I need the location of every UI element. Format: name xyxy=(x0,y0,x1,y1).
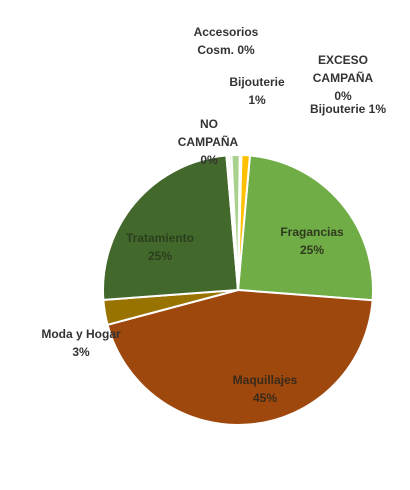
label-accesorios-line1: Accesorios xyxy=(194,25,259,39)
label-moda-pct: 3% xyxy=(72,345,90,359)
label-exceso-line1: EXCESO xyxy=(318,53,368,67)
pie-slice-bijouterie-8 xyxy=(237,154,252,291)
label-maquillajes-name: Maquillajes xyxy=(233,373,298,387)
label-tratamiento-name: Tratamiento xyxy=(126,231,194,245)
leader-line-accesorios xyxy=(223,57,233,156)
label-fragancias-pct: 25% xyxy=(300,243,324,257)
leader-line-exceso xyxy=(242,79,313,156)
pie-slice-maquillajes-1 xyxy=(106,288,374,426)
label-fragancias-name: Fragancias xyxy=(280,225,344,239)
pie-slices xyxy=(102,153,374,426)
label-bijouterie-a-name: Bijouterie xyxy=(229,75,285,89)
label-exceso-pct: 0% xyxy=(334,89,352,103)
label-no-campana-line2: CAMPAÑA xyxy=(178,134,239,149)
pie-slice-fragancias-0 xyxy=(236,154,374,302)
leader-line-bijouterie-a xyxy=(237,87,249,156)
leader-line-bijouterie-b xyxy=(247,111,308,157)
label-maquillajes-pct: 45% xyxy=(253,391,277,405)
label-accesorios-line2: Cosm. 0% xyxy=(197,43,255,57)
pie-slice-tratamiento-3 xyxy=(102,154,240,301)
leader-lines xyxy=(223,57,313,157)
label-bijouterie-b: Bijouterie 1% xyxy=(310,102,386,116)
label-no-campana-pct: 0% xyxy=(200,153,218,167)
label-tratamiento-pct: 25% xyxy=(148,249,172,263)
label-exceso-line2: CAMPAÑA xyxy=(313,70,374,85)
label-bijouterie-a-pct: 1% xyxy=(248,93,266,107)
label-moda-name: Moda y Hogar xyxy=(41,327,121,341)
label-no-campana-line1: NO xyxy=(200,117,218,131)
